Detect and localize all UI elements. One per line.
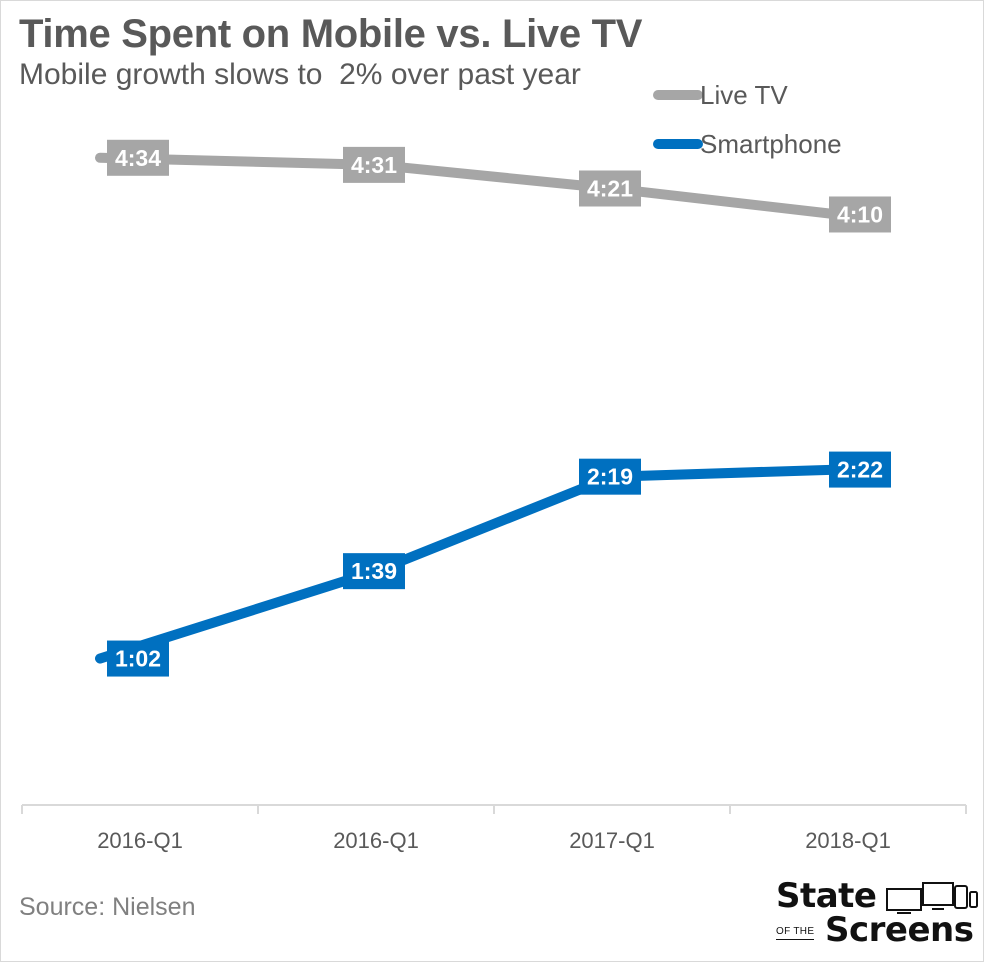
state-of-the-screens-logo: State OF THE Screens — [776, 876, 980, 950]
logo-state-text: State — [776, 876, 877, 916]
live-tv-point-marker — [579, 170, 641, 207]
smartphone-point-marker — [829, 451, 891, 488]
chart-subtitle: Mobile growth slows to 2% over past year — [19, 58, 581, 91]
x-tick-label: 2016-Q1 — [333, 828, 419, 853]
smartphone-data-label: 1:39 — [351, 558, 397, 584]
live-tv-point-marker — [829, 196, 891, 233]
x-tick-label: 2017-Q1 — [569, 828, 655, 853]
smartphone-series-line — [95, 464, 843, 664]
smartphone-point-marker — [107, 640, 169, 677]
live-tv-data-label: 4:10 — [837, 201, 883, 227]
smartphone-point-marker — [343, 553, 405, 590]
chart-title: Time Spent on Mobile vs. Live TV — [19, 12, 643, 56]
live-tv-point-marker — [343, 146, 405, 183]
legend-label: Live TV — [700, 80, 788, 110]
smartphone-point-marker — [579, 458, 641, 495]
logo-screens-text: Screens — [825, 910, 974, 950]
smartphone-data-label: 1:02 — [115, 646, 161, 672]
legend-label: Smartphone — [700, 129, 842, 159]
live-tv-data-label: 4:21 — [587, 176, 633, 202]
source-note: Source: Nielsen — [19, 893, 196, 921]
devices-icon — [886, 882, 978, 914]
logo-of-the-text: OF THE — [776, 926, 815, 940]
live-tv-data-label: 4:34 — [115, 145, 161, 171]
smartphone-data-label: 2:22 — [837, 457, 883, 483]
x-tick-label: 2016-Q1 — [97, 828, 183, 853]
smartphone-data-label: 2:19 — [587, 464, 633, 490]
live-tv-data-label: 4:31 — [351, 152, 397, 178]
x-tick-label: 2018-Q1 — [805, 828, 891, 853]
live-tv-point-marker — [107, 139, 169, 176]
live-tv-series-line — [95, 152, 843, 220]
